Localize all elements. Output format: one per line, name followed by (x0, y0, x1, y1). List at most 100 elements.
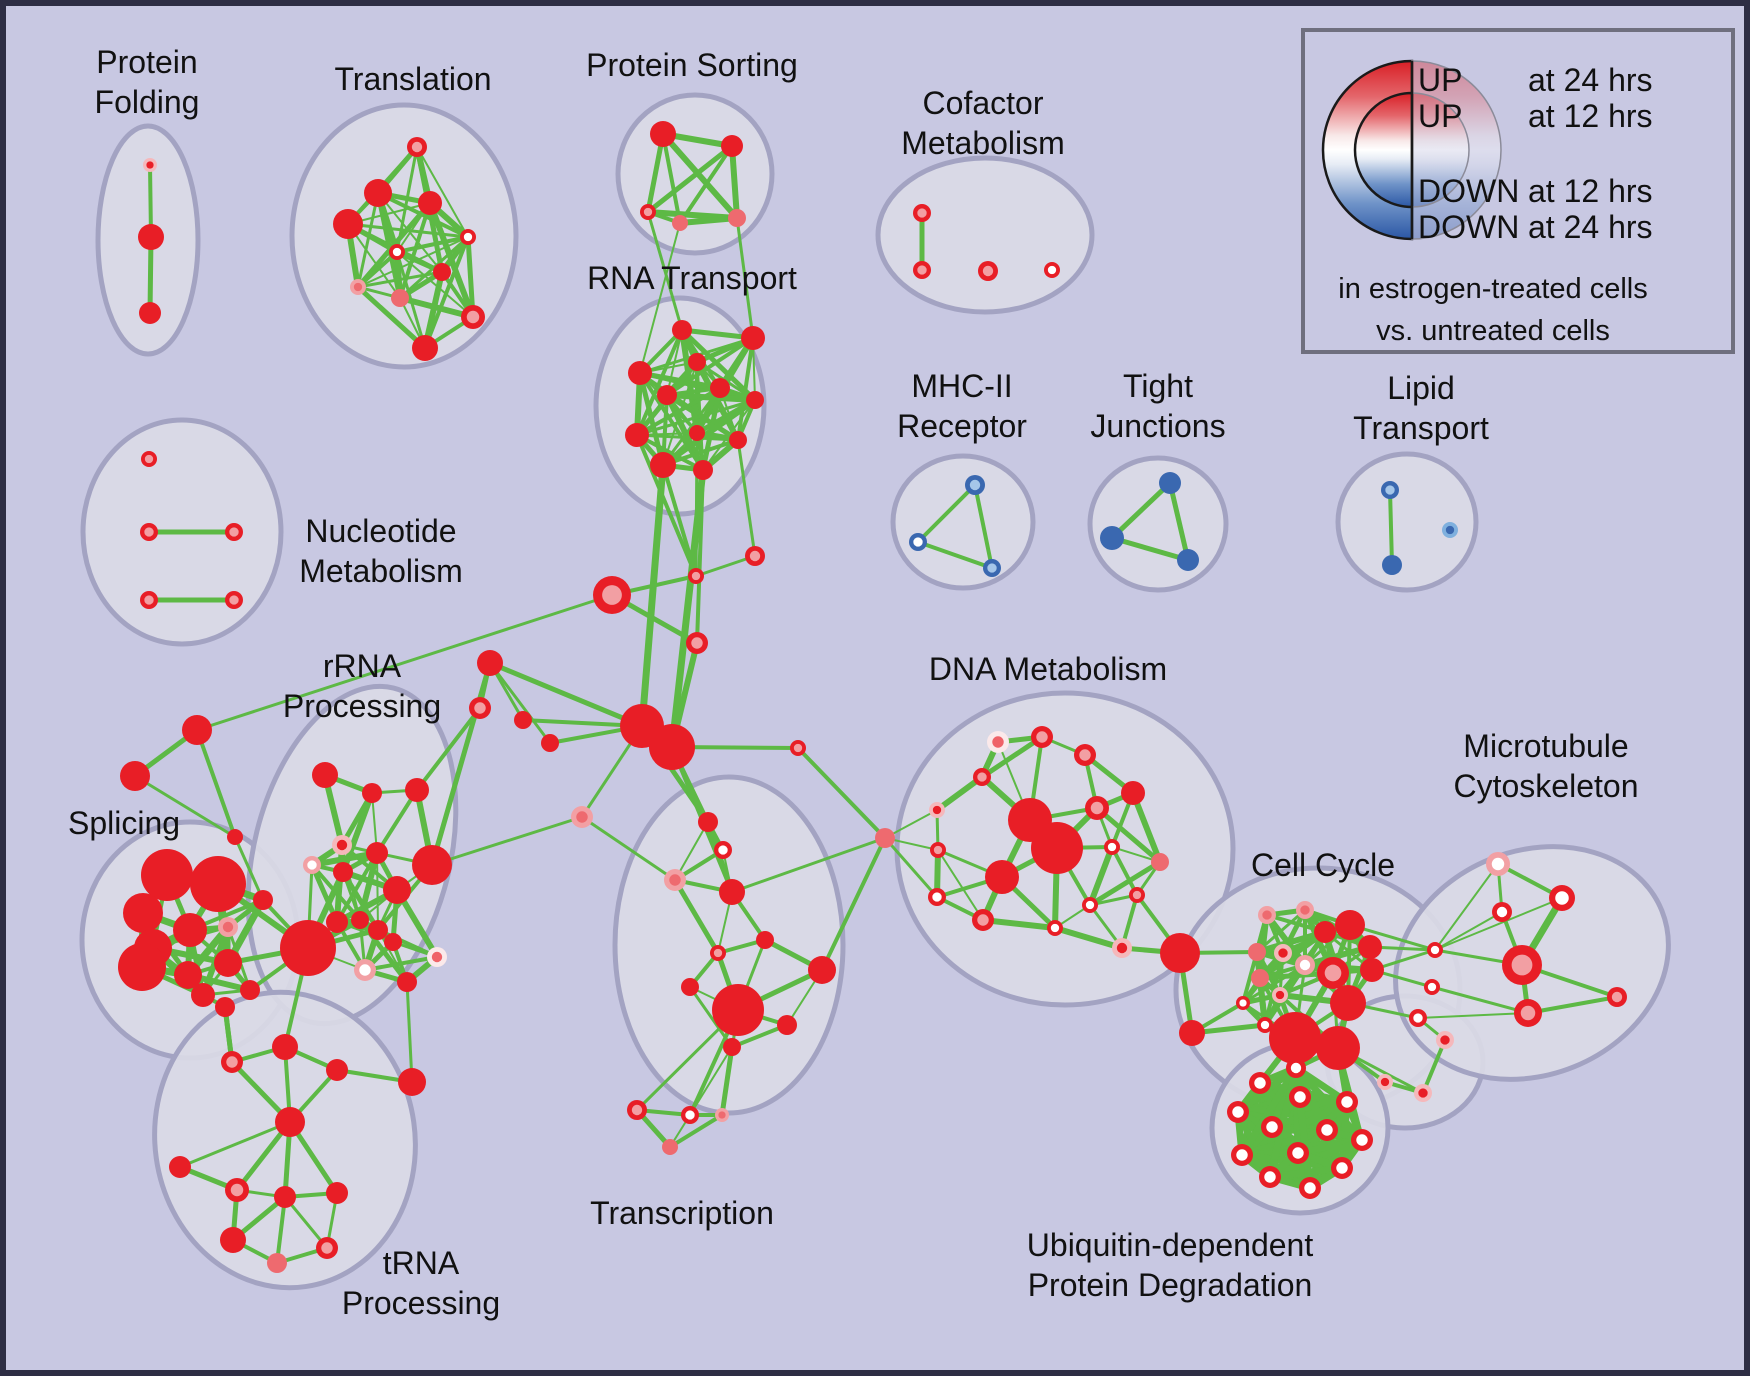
network-node-core (669, 874, 681, 886)
network-edge (1130, 790, 1163, 865)
network-edge (679, 327, 758, 403)
network-edge (1087, 844, 1115, 908)
network-node-core (917, 265, 927, 275)
network-node (649, 724, 695, 770)
network-edge (635, 433, 705, 472)
network-edge (702, 399, 756, 471)
network-node (173, 913, 207, 947)
network-edge (487, 660, 645, 729)
network-node-core (1236, 1149, 1248, 1161)
network-node (1160, 933, 1200, 973)
network-node-core (1341, 1096, 1353, 1108)
network-edge (1238, 1064, 1300, 1159)
network-node-core (691, 571, 701, 581)
network-edge (1434, 897, 1563, 951)
network-node (650, 452, 676, 478)
legend-note-line2: vs. untreated cells (1376, 315, 1610, 347)
network-node (391, 289, 409, 307)
network-node (1121, 781, 1145, 805)
cluster-label-tc: Transcription (590, 1195, 774, 1231)
network-node (625, 423, 649, 447)
network-edge (934, 774, 985, 813)
network-node (362, 783, 382, 803)
cluster-label-lp: Lipid (1387, 370, 1455, 406)
cluster-label-ps: Protein Sorting (586, 47, 798, 83)
network-edge (1292, 1064, 1346, 1172)
network-node (514, 711, 532, 729)
network-node-core (1336, 1162, 1348, 1174)
network-node (384, 933, 402, 951)
network-edge (356, 250, 399, 289)
cluster-label-tn: Processing (342, 1285, 500, 1321)
network-node (1179, 1020, 1205, 1046)
network-node (688, 353, 706, 371)
cluster-label-rr: rRNA (323, 648, 402, 684)
network-node (215, 997, 235, 1017)
network-node-core (602, 585, 622, 605)
network-node (433, 263, 451, 281)
network-edge (979, 734, 1045, 780)
network-edge (1241, 963, 1307, 1005)
network-edge (405, 980, 414, 1084)
network-edge (363, 955, 439, 972)
network-edge (645, 143, 735, 215)
network-edge (665, 336, 755, 397)
network-edge (429, 660, 493, 868)
legend-box (1301, 28, 1735, 354)
network-node-core (917, 208, 927, 218)
network-edge (973, 483, 994, 570)
network-edge (283, 1195, 329, 1250)
network-node-core (576, 811, 588, 823)
network-node (405, 778, 429, 802)
network-edge (1526, 995, 1619, 1015)
network-node-core (1294, 1091, 1306, 1103)
network-node (182, 715, 212, 745)
network-edge (674, 821, 709, 881)
network-node-core (1611, 991, 1623, 1003)
layer-cluster-labels: Protein Folding Translation Protein Sorting… (68, 44, 1639, 1321)
network-edge (340, 869, 381, 933)
network-node-core (1262, 910, 1272, 920)
network-edge (397, 295, 476, 320)
network-edge (635, 328, 684, 437)
network-node (1159, 472, 1181, 494)
network-node (746, 391, 764, 409)
network-node (728, 209, 746, 227)
cluster-label-rr: Processing (283, 688, 441, 724)
network-node-core (1430, 945, 1440, 955)
cluster-label-mt: Microtubule (1463, 728, 1628, 764)
network-node (120, 761, 150, 791)
network-node (383, 876, 411, 904)
cluster-label-dna: DNA Metabolism (929, 651, 1167, 687)
network-edge (1434, 911, 1503, 951)
network-node-core (1292, 1147, 1304, 1159)
network-edge (178, 1120, 292, 1169)
network-edge (1094, 805, 1163, 865)
network-node (662, 1139, 678, 1155)
network-node-core (1050, 923, 1060, 933)
network-node-core (685, 1110, 695, 1120)
network-node-core (977, 914, 989, 926)
network-node (719, 879, 745, 905)
network-node-core (1413, 1013, 1423, 1023)
network-edge (736, 438, 757, 558)
network-edge (646, 210, 684, 332)
network-node-core (353, 282, 363, 292)
network-node-core (1278, 948, 1288, 958)
cluster-label-cf: Metabolism (901, 125, 1065, 161)
network-node (214, 949, 242, 977)
network-edge (730, 836, 887, 894)
network-node (1248, 943, 1266, 961)
network-node-core (1085, 900, 1095, 910)
network-node-core (1116, 942, 1128, 954)
legend-up-24-time: at 24 hrs (1528, 62, 1653, 98)
network-node (1269, 1012, 1321, 1064)
network-node-core (222, 921, 234, 933)
cluster-label-tn: tRNA (383, 1245, 460, 1281)
network-node (240, 980, 260, 1000)
network-node (650, 121, 676, 147)
network-node-core (392, 247, 402, 257)
network-edge (736, 336, 755, 442)
network-edge (1109, 535, 1191, 563)
network-node (118, 943, 166, 991)
